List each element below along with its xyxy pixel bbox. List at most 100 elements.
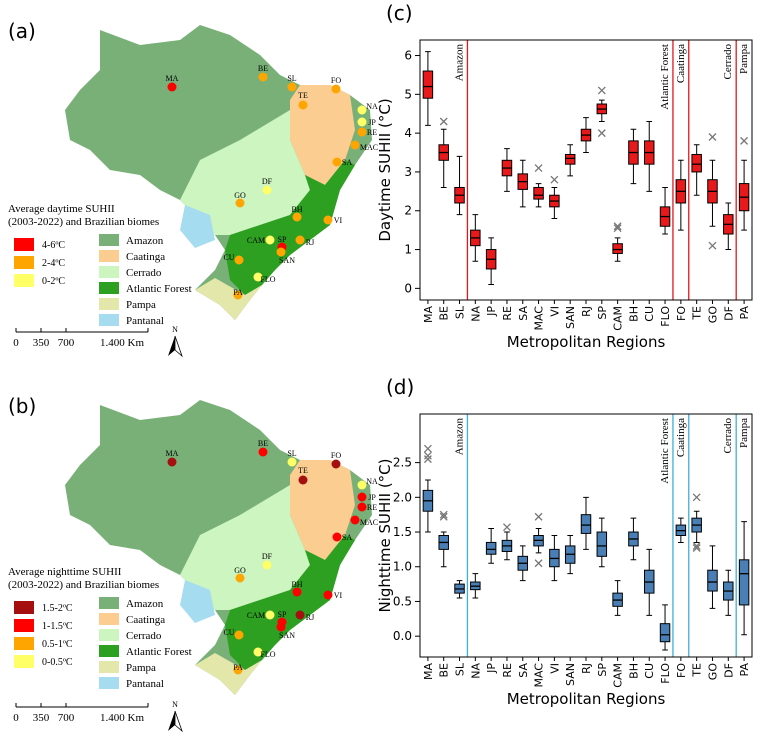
city-marker (258, 72, 268, 82)
x-tick-label: CU (643, 306, 656, 322)
biome-label: Pampa (738, 418, 750, 448)
city-marker (357, 480, 367, 490)
city-marker (233, 290, 243, 300)
city-label: RE (367, 503, 377, 512)
city-label: BH (291, 205, 302, 214)
box (612, 243, 623, 254)
biome-label: Caatinga (675, 418, 687, 457)
city-marker (167, 82, 177, 92)
y-tick-label: 1.0 (393, 560, 412, 574)
x-tick-label: MAC (533, 306, 546, 331)
city-marker (323, 590, 333, 600)
legend-label: Cerrado (126, 267, 162, 279)
x-tick-label: SL (454, 662, 467, 676)
legend-swatch (14, 619, 34, 632)
legend-title: Average nighttime SUHII (8, 566, 122, 578)
city-marker (350, 515, 360, 525)
x-tick-label: RE (501, 663, 514, 678)
city-label: RJ (306, 238, 314, 247)
north-arrow (168, 711, 175, 731)
biome-area (195, 653, 262, 695)
city-marker (265, 235, 275, 245)
outlier (534, 164, 543, 173)
outlier (708, 133, 717, 141)
legend-label: Pantanal (126, 678, 164, 690)
box (564, 153, 576, 165)
biome-label: Pampa (738, 44, 750, 74)
box (659, 623, 671, 643)
city-label: SAN (279, 256, 295, 265)
legend-label: Pantanal (126, 315, 164, 327)
x-tick-label: NA (469, 663, 482, 679)
x-tick-label: SP (596, 663, 609, 677)
outlier (613, 222, 622, 231)
scale-label: 350 (33, 337, 50, 349)
city-label: MAC (360, 518, 378, 527)
legend-swatch (99, 282, 119, 294)
box (580, 514, 592, 534)
city-label: SL (287, 449, 296, 458)
x-tick-label: NA (469, 306, 482, 322)
city-marker (167, 457, 177, 467)
x-tick-label: JP (485, 306, 498, 317)
x-tick-label: FLO (659, 306, 672, 327)
biome-label: Atlantic Forest (659, 44, 671, 110)
city-label: CU (223, 253, 234, 262)
legend-swatch (14, 238, 34, 251)
y-tick-label: 2.5 (393, 456, 412, 470)
city-label: PA (233, 663, 243, 672)
city-label: PA (233, 288, 243, 297)
plot-frame (419, 39, 753, 301)
x-tick-label: SP (596, 306, 609, 320)
outlier (597, 129, 606, 138)
box (485, 541, 497, 555)
city-marker (357, 127, 367, 137)
scale-label: 700 (58, 712, 75, 724)
legend-label: Caatinga (126, 614, 165, 626)
city-marker (357, 502, 367, 512)
outlier (534, 512, 543, 521)
panel-label: (b) (8, 394, 36, 418)
city-label: RJ (306, 613, 314, 622)
city-label: RE (367, 128, 377, 137)
city-marker (258, 447, 268, 457)
city-marker (253, 272, 263, 282)
outlier (439, 510, 448, 519)
y-tick-label: 3 (404, 165, 412, 179)
biome-label: Cerrado (722, 418, 734, 454)
city-label: MAC (360, 143, 378, 152)
north-arrow (174, 710, 183, 733)
city-marker (262, 185, 272, 195)
x-tick-label: GO (706, 306, 719, 324)
biome-area (180, 485, 310, 610)
y-tick-label: 4 (404, 126, 412, 140)
city-label: FLO (260, 650, 275, 659)
x-tick-label: MA (422, 306, 435, 323)
legend-label: 0-2ºC (42, 276, 65, 287)
legend-swatch (14, 601, 34, 614)
city-label: BH (291, 580, 302, 589)
x-tick-label: VI (548, 306, 561, 317)
scale-label: 0 (13, 337, 19, 349)
city-label: GO (234, 191, 246, 200)
city-label: CAM (247, 611, 265, 620)
city-marker (235, 573, 245, 583)
city-label: DF (262, 552, 273, 561)
city-label: SA (342, 158, 352, 167)
city-marker (332, 157, 342, 167)
city-label: VI (334, 591, 343, 600)
biome-area (225, 535, 355, 670)
panel-label: (d) (386, 375, 414, 399)
x-tick-label: RE (501, 306, 514, 321)
y-tick-label: 6 (404, 49, 412, 63)
city-label: SL (287, 74, 296, 83)
legend-swatch (99, 314, 119, 326)
x-tick-label: BH (627, 663, 640, 679)
x-tick-label: RJ (580, 663, 593, 674)
x-tick-label: JP (485, 663, 498, 674)
city-marker (234, 255, 244, 265)
city-label: FO (331, 76, 341, 85)
legend-swatch (99, 234, 119, 246)
